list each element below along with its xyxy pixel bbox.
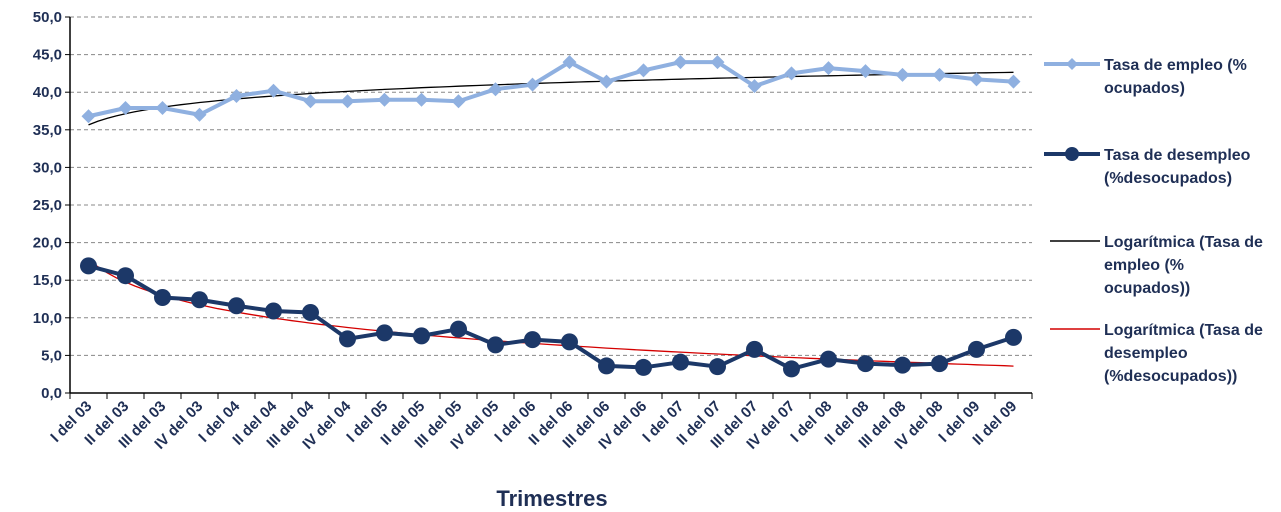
- line-icon: [1050, 328, 1100, 330]
- line-chart: 0,0 5,0 10,0 15,0 20,0 25,0 30,0 35,0 40,0 45,0 50…: [33, 9, 1033, 511]
- point-desempleo: [1005, 328, 1022, 346]
- point-desempleo: [598, 357, 615, 375]
- point-desempleo: [265, 302, 282, 320]
- y-tick-label: 35,0: [33, 122, 62, 139]
- point-empleo: [192, 107, 207, 122]
- point-empleo: [784, 66, 799, 81]
- x-axis-title: Trimestres: [496, 486, 607, 511]
- point-empleo: [81, 109, 96, 124]
- point-empleo: [414, 92, 429, 107]
- point-empleo: [155, 100, 170, 115]
- y-tick-label: 25,0: [33, 197, 62, 214]
- point-desempleo: [746, 340, 763, 358]
- point-empleo: [562, 55, 577, 70]
- point-desempleo: [117, 267, 134, 285]
- series-layer: [80, 55, 1022, 378]
- legend-label: Logarítmica (Tasa de desempleo (%desocup…: [1104, 322, 1263, 385]
- point-desempleo: [857, 355, 874, 373]
- point-empleo: [747, 79, 762, 94]
- point-desempleo: [228, 297, 245, 315]
- point-empleo: [969, 72, 984, 87]
- point-desempleo: [709, 358, 726, 376]
- point-desempleo: [80, 257, 97, 275]
- point-empleo: [488, 82, 503, 97]
- point-empleo: [118, 100, 133, 115]
- y-tick-label: 0,0: [41, 385, 62, 402]
- point-empleo: [710, 55, 725, 70]
- y-tick-label: 10,0: [33, 310, 62, 327]
- point-empleo: [895, 67, 910, 82]
- point-desempleo: [524, 331, 541, 349]
- y-tick-label: 15,0: [33, 272, 62, 289]
- point-desempleo: [635, 358, 652, 376]
- circle-line-icon: [1044, 147, 1100, 161]
- trendline-empleo: [88, 71, 1014, 126]
- point-empleo: [636, 63, 651, 78]
- point-desempleo: [820, 350, 837, 368]
- point-desempleo: [931, 355, 948, 373]
- point-empleo: [673, 55, 688, 70]
- y-tick-label: 5,0: [41, 347, 62, 364]
- point-desempleo: [487, 336, 504, 354]
- trendline-desempleo: [88, 258, 1014, 367]
- gridlines: [70, 16, 1032, 356]
- point-empleo: [821, 61, 836, 76]
- series-line-empleo: [88, 60, 1014, 119]
- y-tick-label: 50,0: [33, 9, 62, 26]
- point-desempleo: [894, 356, 911, 374]
- y-tick-label: 30,0: [33, 159, 62, 176]
- line-icon: [1050, 240, 1100, 242]
- y-tick-label: 45,0: [33, 47, 62, 64]
- point-desempleo: [302, 304, 319, 322]
- point-empleo: [1006, 74, 1021, 89]
- point-desempleo: [450, 320, 467, 338]
- point-empleo: [229, 88, 244, 103]
- point-desempleo: [339, 330, 356, 348]
- legend-label: Tasa de desempleo (%desocupados): [1104, 147, 1251, 187]
- point-desempleo: [968, 340, 985, 358]
- point-empleo: [858, 64, 873, 79]
- y-axis-ticks: 0,0 5,0 10,0 15,0 20,0 25,0 30,0 35,0 40,0 45,0 50…: [33, 9, 62, 402]
- diamond-line-icon: [1044, 58, 1100, 70]
- point-empleo: [377, 92, 392, 107]
- point-desempleo: [376, 324, 393, 342]
- axes: [65, 16, 1033, 399]
- point-empleo: [451, 94, 466, 109]
- point-empleo: [932, 67, 947, 82]
- point-empleo: [340, 94, 355, 109]
- point-empleo: [303, 94, 318, 109]
- y-tick-label: 20,0: [33, 235, 62, 252]
- legend-label: Logarítmica (Tasa de empleo (% ocupados)…: [1104, 234, 1263, 297]
- point-empleo: [266, 83, 281, 98]
- point-desempleo: [154, 288, 171, 306]
- point-desempleo: [413, 327, 430, 345]
- point-desempleo: [561, 333, 578, 351]
- point-empleo: [525, 77, 540, 92]
- y-tick-label: 40,0: [33, 84, 62, 101]
- point-empleo: [599, 74, 614, 89]
- point-desempleo: [672, 353, 689, 371]
- point-desempleo: [191, 291, 208, 309]
- legend-label: Tasa de empleo (% ocupados): [1104, 57, 1247, 97]
- point-desempleo: [783, 360, 800, 378]
